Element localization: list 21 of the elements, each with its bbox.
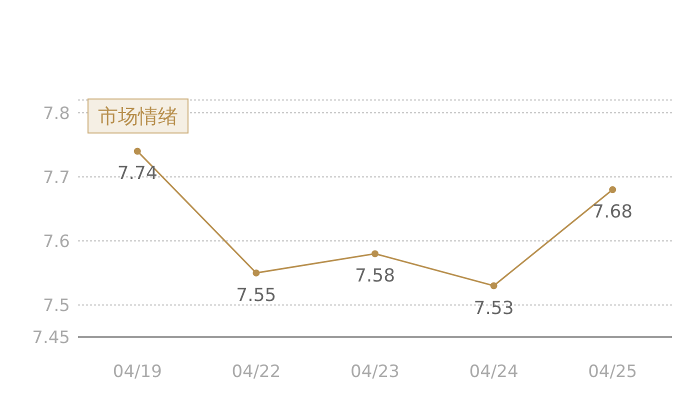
- x-tick-label: 04/24: [469, 362, 518, 382]
- point: [252, 269, 260, 276]
- data-label: 7.74: [117, 163, 158, 184]
- data-label: 7.58: [354, 266, 396, 287]
- y-tick-label: 7.6: [42, 232, 70, 252]
- point: [134, 148, 141, 155]
- y-tick-label: 7.8: [42, 104, 70, 124]
- y-tick-label: 7.5: [42, 296, 70, 316]
- x-tick-label: 04/23: [350, 362, 400, 382]
- data-label: 7.53: [474, 298, 514, 319]
- point: [609, 186, 616, 194]
- x-tick-label: 04/25: [588, 362, 638, 382]
- x-tick-label: 04/22: [232, 362, 281, 382]
- y-tick-label: 7.7: [42, 168, 70, 188]
- data-label: 7.55: [236, 284, 276, 306]
- data-label: 7.68: [592, 202, 633, 223]
- annotation: 市场情绪: [98, 104, 178, 128]
- y-tick-label: 7.45: [32, 328, 70, 348]
- x-tick-label: 04/19: [112, 362, 162, 382]
- point: [490, 282, 498, 290]
- point: [372, 250, 378, 258]
